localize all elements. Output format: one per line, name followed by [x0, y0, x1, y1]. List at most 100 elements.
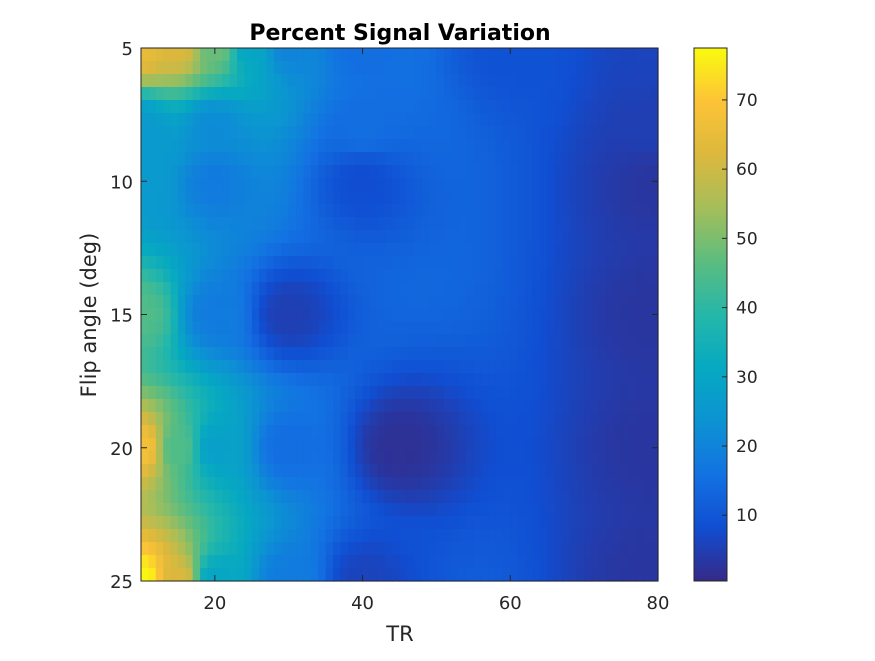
heatmap-cell [561, 490, 570, 504]
heatmap-cell [229, 490, 238, 504]
heatmap-cell [214, 477, 223, 491]
heatmap-cell [192, 191, 201, 205]
heatmap-cell [141, 464, 149, 478]
heatmap-cell [237, 555, 245, 569]
heatmap-cell [392, 230, 401, 244]
heatmap-cell [369, 438, 378, 452]
heatmap-cell [576, 87, 585, 101]
heatmap-cell [502, 529, 511, 543]
heatmap-cell [635, 217, 644, 231]
heatmap-cell [163, 61, 172, 75]
heatmap-cell [436, 100, 445, 114]
heatmap-cell [621, 113, 630, 127]
heatmap-cell [429, 464, 438, 478]
heatmap-cell [613, 477, 622, 491]
heatmap-cell [207, 334, 216, 348]
heatmap-cell [488, 308, 497, 322]
heatmap-cell [170, 152, 179, 166]
heatmap-cell [362, 529, 371, 543]
heatmap-cell [288, 360, 297, 374]
heatmap-cell [296, 386, 305, 400]
heatmap-cell [303, 503, 312, 517]
heatmap-cell [251, 542, 260, 556]
heatmap-cell [569, 113, 578, 127]
heatmap-cell [606, 568, 615, 582]
heatmap-cell [465, 282, 474, 296]
heatmap-cell [362, 230, 371, 244]
heatmap-cell [207, 126, 216, 140]
heatmap-cell [613, 529, 622, 543]
heatmap-cell [347, 74, 356, 88]
heatmap-cell [369, 399, 378, 413]
heatmap-cell [488, 126, 497, 140]
heatmap-cell [303, 568, 312, 582]
heatmap-cell [192, 178, 201, 192]
heatmap-cell [628, 308, 637, 322]
heatmap-cell [384, 412, 393, 426]
heatmap-cell [163, 477, 172, 491]
heatmap-cell [399, 269, 408, 283]
heatmap-cell [281, 360, 290, 374]
heatmap-cell [598, 126, 607, 140]
heatmap-cell [421, 438, 430, 452]
heatmap-cell [621, 295, 630, 309]
heatmap-cell [355, 204, 364, 218]
heatmap-cell [436, 269, 445, 283]
heatmap-cell [488, 334, 497, 348]
heatmap-cell [200, 425, 209, 439]
heatmap-cell [244, 412, 253, 426]
heatmap-cell [288, 48, 297, 62]
heatmap-cell [591, 269, 600, 283]
heatmap-cell [510, 464, 519, 478]
heatmap-cell [177, 568, 186, 582]
heatmap-cell [185, 87, 194, 101]
heatmap-cell [170, 139, 179, 153]
heatmap-cell [502, 321, 511, 335]
heatmap-cell [650, 464, 659, 478]
heatmap-cell [561, 425, 570, 439]
heatmap-cell [141, 217, 149, 231]
heatmap-cell [598, 477, 607, 491]
heatmap-cell [510, 347, 519, 361]
heatmap-cell [547, 360, 556, 374]
heatmap-cell [296, 243, 305, 257]
heatmap-cell [163, 230, 172, 244]
heatmap-cell [406, 100, 415, 114]
heatmap-cell [502, 542, 511, 556]
heatmap-cell [273, 74, 282, 88]
heatmap-cell [384, 451, 393, 465]
heatmap-cell [465, 74, 474, 88]
heatmap-cell [525, 126, 534, 140]
heatmap-cell [488, 503, 497, 517]
heatmap-cell [384, 61, 393, 75]
heatmap-cell [406, 178, 415, 192]
heatmap-cell [554, 139, 563, 153]
heatmap-cell [141, 165, 149, 179]
heatmap-cell [384, 477, 393, 491]
heatmap-cell [547, 74, 556, 88]
heatmap-cell [539, 516, 548, 530]
heatmap-cell [613, 503, 622, 517]
heatmap-cell [591, 126, 600, 140]
heatmap-cell [333, 321, 342, 335]
heatmap-cell [406, 542, 415, 556]
heatmap-cell [525, 477, 534, 491]
heatmap-cell [333, 204, 342, 218]
heatmap-cell [333, 87, 342, 101]
heatmap-cell [325, 282, 334, 296]
heatmap-cell [237, 334, 245, 348]
heatmap-cell [185, 295, 194, 309]
heatmap-cell [569, 243, 578, 257]
heatmap-cell [613, 464, 622, 478]
heatmap-cell [429, 568, 438, 582]
heatmap-cell [606, 165, 615, 179]
heatmap-cell [369, 334, 378, 348]
heatmap-cell [502, 334, 511, 348]
heatmap-cell [554, 347, 563, 361]
heatmap-cell [222, 451, 231, 465]
heatmap-cell [451, 152, 460, 166]
heatmap-cell [369, 516, 378, 530]
heatmap-cell [177, 74, 186, 88]
heatmap-cell [443, 477, 452, 491]
